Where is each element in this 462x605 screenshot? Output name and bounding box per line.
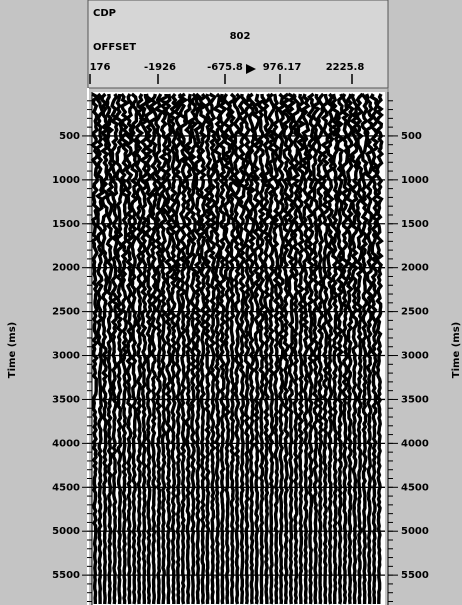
- traces: [90, 92, 385, 605]
- y-tick-label-right: 5000: [401, 526, 429, 537]
- offset-tick-label: 2225.8: [326, 62, 365, 73]
- y-tick-label: 5500: [52, 570, 80, 581]
- y-axis-label-right: Time (ms): [451, 322, 462, 378]
- axes: 500 500 1000 1000 1500 1500 2000 2000 2500 2500 30…: [52, 92, 429, 605]
- y-tick-label: 2500: [52, 307, 80, 318]
- trace: [319, 93, 330, 605]
- y-tick-label-right: 500: [401, 131, 422, 142]
- y-tick-label-right: 3000: [401, 351, 429, 362]
- trace: [354, 92, 365, 605]
- trace: [280, 92, 292, 604]
- trace: [345, 93, 356, 605]
- header-panel: [87, 0, 389, 89]
- y-tick-label: 1500: [52, 219, 80, 230]
- trace: [207, 92, 218, 605]
- trace: [157, 93, 170, 605]
- trace: [295, 93, 307, 604]
- y-tick-label: 2000: [52, 263, 80, 274]
- trace: [251, 93, 263, 605]
- trace: [163, 93, 173, 604]
- y-tick-label: 3000: [52, 351, 80, 362]
- trace: [368, 93, 380, 605]
- trace: [105, 93, 116, 605]
- trace: [246, 92, 257, 605]
- trace: [114, 93, 125, 604]
- trace: [221, 93, 233, 605]
- trace: [271, 93, 281, 605]
- trace: [99, 92, 111, 605]
- y-tick-label-right: 1500: [401, 219, 429, 230]
- trace: [108, 93, 120, 605]
- trace: [256, 93, 267, 605]
- trace: [310, 93, 321, 605]
- trace: [119, 92, 131, 605]
- trace: [226, 92, 238, 605]
- offset-tick-label: 176: [90, 62, 111, 73]
- y-axis-label: Time (ms): [7, 322, 18, 378]
- trace: [290, 93, 301, 605]
- trace: [315, 92, 326, 605]
- cdp-label: CDP: [93, 8, 116, 19]
- y-tick-label: 4000: [52, 438, 80, 449]
- trace: [173, 93, 184, 604]
- trace: [329, 93, 340, 605]
- trace: [276, 92, 286, 605]
- offset-tick-label: 976.17: [263, 62, 302, 73]
- trace: [183, 93, 193, 605]
- trace: [232, 92, 242, 605]
- trace: [217, 93, 228, 605]
- trace: [242, 93, 252, 605]
- trace: [143, 93, 155, 605]
- y-tick-label: 3500: [52, 394, 80, 405]
- trace: [134, 93, 145, 605]
- trace: [349, 93, 360, 605]
- offset-tick-label: -675.8: [207, 62, 243, 73]
- offset-tick-label: -1926: [144, 62, 176, 73]
- trace: [261, 93, 272, 605]
- trace: [193, 92, 203, 604]
- trace: [90, 92, 101, 604]
- trace: [324, 92, 335, 605]
- y-tick-label-right: 5500: [401, 570, 429, 581]
- trace: [211, 92, 223, 605]
- y-tick-label: 500: [59, 131, 80, 142]
- trace: [94, 92, 105, 604]
- cdp-value: 802: [230, 31, 251, 42]
- trace: [300, 93, 311, 605]
- trace: [153, 93, 164, 605]
- trace: [306, 92, 316, 605]
- trace: [124, 93, 135, 605]
- y-tick-label-right: 2000: [401, 263, 429, 274]
- trace: [168, 92, 179, 604]
- y-tick-label: 5000: [52, 526, 80, 537]
- trace: [364, 93, 375, 605]
- trace: [237, 93, 247, 605]
- trace: [360, 92, 370, 604]
- y-tick-label-right: 1000: [401, 175, 429, 186]
- trace: [339, 93, 351, 605]
- trace: [266, 92, 277, 605]
- trace: [187, 92, 199, 605]
- y-tick-label-right: 4500: [401, 482, 429, 493]
- trace: [374, 93, 385, 604]
- y-tick-label: 4500: [52, 482, 80, 493]
- y-tick-label: 1000: [52, 175, 80, 186]
- trace: [138, 94, 150, 605]
- y-tick-label-right: 4000: [401, 438, 429, 449]
- trace: [285, 92, 298, 605]
- offset-label: OFFSET: [93, 42, 136, 53]
- y-tick-label-right: 3500: [401, 394, 429, 405]
- trace: [197, 92, 209, 605]
- y-tick-label-right: 2500: [401, 307, 429, 318]
- trace: [335, 93, 346, 605]
- trace: [129, 92, 140, 605]
- cdp-marker: [246, 64, 256, 74]
- trace: [148, 93, 159, 605]
